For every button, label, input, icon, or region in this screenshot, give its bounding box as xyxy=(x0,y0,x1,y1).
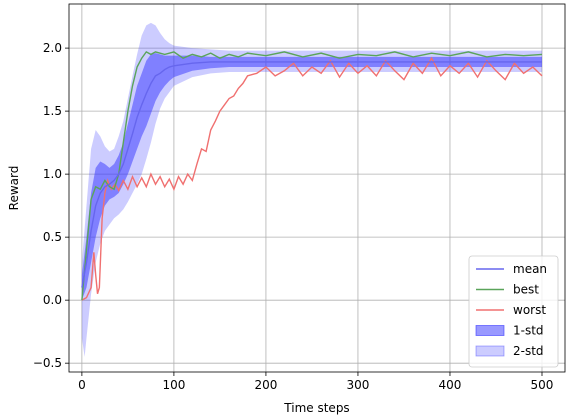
x-tick-label: 100 xyxy=(162,378,185,392)
y-tick-label: 1.5 xyxy=(43,104,62,118)
legend-label-1-std: 1-std xyxy=(513,324,544,338)
legend-box xyxy=(468,255,559,368)
x-tick-label: 500 xyxy=(531,378,554,392)
y-tick-label: 2.0 xyxy=(43,41,62,55)
legend-label-mean: mean xyxy=(513,262,547,276)
y-tick-label: −0.5 xyxy=(33,356,62,370)
x-tick-label: 0 xyxy=(78,378,86,392)
plot-frame xyxy=(68,3,566,373)
plot-content xyxy=(69,4,565,372)
legend-label-2-std: 2-std xyxy=(513,344,544,358)
x-axis-label: Time steps xyxy=(283,401,349,415)
y-tick-label: 0.5 xyxy=(43,230,62,244)
legend-label-best: best xyxy=(513,283,539,297)
axes: 0 100 200 300 400 500 −0.5 0.0 0.5 1.0 1.5 2.0 xyxy=(33,3,566,392)
series-line-best xyxy=(81,50,543,301)
legend-swatch-2-std xyxy=(475,345,505,357)
series-line-mean xyxy=(81,61,542,288)
x-tick-label: 300 xyxy=(346,378,369,392)
legend: mean best worst 1-std 2-std xyxy=(468,255,559,368)
legend-label-worst: worst xyxy=(513,303,546,317)
plot-area xyxy=(69,4,565,372)
y-tick-label: 0.0 xyxy=(43,293,62,307)
y-axis-label: Reward xyxy=(7,166,21,211)
series-line-worst xyxy=(81,56,543,301)
x-tick-label: 400 xyxy=(439,378,462,392)
legend-swatch-1-std xyxy=(475,325,505,336)
x-tick-label: 200 xyxy=(254,378,277,392)
y-tick-label: 1.0 xyxy=(43,167,62,181)
